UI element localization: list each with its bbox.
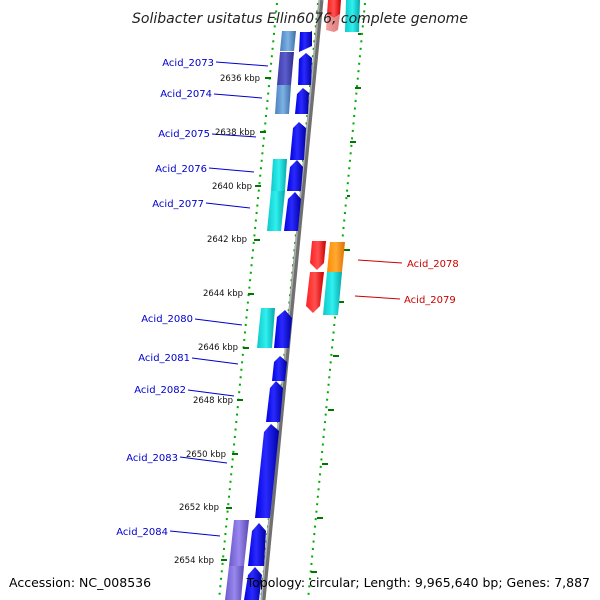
kbp-label: 2650 kbp xyxy=(186,450,226,460)
kbp-label: 2638 kbp xyxy=(215,128,255,138)
map-title: Solibacter usitatus Ellin6076, complete … xyxy=(132,11,468,27)
gene-arrow-2081[interactable] xyxy=(272,356,287,381)
leader-line xyxy=(215,61,269,67)
forward-strand-genes xyxy=(244,31,312,600)
gene-arrow-2072[interactable] xyxy=(299,31,312,52)
gene-label-acid-2079[interactable]: Acid_2079 xyxy=(404,295,456,306)
leader-line xyxy=(211,133,257,138)
gene-arrow-2076[interactable] xyxy=(287,160,303,191)
gene-arrow-2071-tail xyxy=(326,14,340,32)
gene-arrow-2085[interactable] xyxy=(244,567,262,600)
gene-label-acid-2080[interactable]: Acid_2080 xyxy=(141,314,193,325)
leader-line xyxy=(354,295,401,300)
forward-label-leaders xyxy=(169,61,269,537)
gene-arrow-2080[interactable] xyxy=(274,310,292,348)
hit-block-cyan xyxy=(267,191,285,231)
hit-block-lavender xyxy=(225,566,244,600)
genome-backbone-line xyxy=(260,0,324,600)
leader-line xyxy=(191,357,239,365)
kbp-label: 2640 kbp xyxy=(212,182,252,192)
gene-arrow-2084[interactable] xyxy=(248,523,266,566)
gene-label-acid-2076[interactable]: Acid_2076 xyxy=(155,164,207,175)
hit-block-indigo xyxy=(277,52,294,85)
kbp-label: 2646 kbp xyxy=(198,343,238,353)
hit-block-steel xyxy=(280,31,296,51)
gene-arrow-2083[interactable] xyxy=(255,424,279,518)
leader-line xyxy=(179,456,228,464)
hit-block-cyan xyxy=(323,272,342,315)
leader-line xyxy=(205,202,251,209)
kbp-label: 2642 kbp xyxy=(207,235,247,245)
gene-label-acid-2084[interactable]: Acid_2084 xyxy=(116,527,168,538)
kbp-scale-labels: 2636 kbp 2638 kbp 2640 kbp 2642 kbp 2644… xyxy=(174,74,260,566)
scale-ticks xyxy=(221,33,361,573)
reverse-gene-labels: Acid_2078 Acid_2079 xyxy=(404,259,459,306)
leader-line xyxy=(194,318,243,326)
gene-arrow-2077[interactable] xyxy=(284,192,301,231)
gene-arrow-2082[interactable] xyxy=(266,381,283,422)
leader-line xyxy=(169,530,221,537)
forward-hit-blocks xyxy=(225,31,296,600)
gene-label-acid-2078[interactable]: Acid_2078 xyxy=(407,259,459,270)
kbp-label: 2648 kbp xyxy=(193,396,233,406)
gene-label-acid-2083[interactable]: Acid_2083 xyxy=(126,453,178,464)
hit-block-cyan xyxy=(271,159,287,191)
hit-block-cyan xyxy=(257,308,275,348)
gene-label-acid-2073[interactable]: Acid_2073 xyxy=(162,58,214,69)
leader-line xyxy=(357,259,403,264)
accession-text: Accession: NC_008536 xyxy=(9,575,151,590)
kbp-label: 2654 kbp xyxy=(174,556,214,566)
kbp-label: 2652 kbp xyxy=(179,503,219,513)
reverse-strand-genes xyxy=(306,0,341,313)
reverse-hit-blocks xyxy=(323,0,360,315)
topology-summary-text: Topology: circular; Length: 9,965,640 bp… xyxy=(246,575,590,590)
leader-line xyxy=(208,167,255,173)
gene-arrow-2073[interactable] xyxy=(298,53,312,85)
leader-line xyxy=(213,93,263,99)
hit-block-cyan xyxy=(345,0,360,32)
forward-gene-labels: Acid_2073 Acid_2074 Acid_2075 Acid_2076 … xyxy=(116,58,214,538)
hit-block-lavender xyxy=(229,520,249,566)
gene-label-acid-2081[interactable]: Acid_2081 xyxy=(138,353,190,364)
gene-label-acid-2075[interactable]: Acid_2075 xyxy=(158,129,210,140)
gene-arrow-2078[interactable] xyxy=(310,241,326,270)
leader-line xyxy=(187,389,235,397)
hit-block-orange xyxy=(327,242,345,272)
gene-arrow-2079[interactable] xyxy=(306,272,324,313)
kbp-label: 2644 kbp xyxy=(203,289,243,299)
gene-label-acid-2077[interactable]: Acid_2077 xyxy=(152,199,204,210)
gene-label-acid-2082[interactable]: Acid_2082 xyxy=(134,385,186,396)
reverse-label-leaders xyxy=(354,259,403,300)
gene-arrow-2071[interactable] xyxy=(327,0,341,18)
gene-label-acid-2074[interactable]: Acid_2074 xyxy=(160,89,212,100)
gene-arrow-2074[interactable] xyxy=(295,88,309,114)
kbp-label: 2636 kbp xyxy=(220,74,260,84)
hit-block-steel xyxy=(275,85,291,114)
gene-arrow-2075[interactable] xyxy=(290,122,306,160)
